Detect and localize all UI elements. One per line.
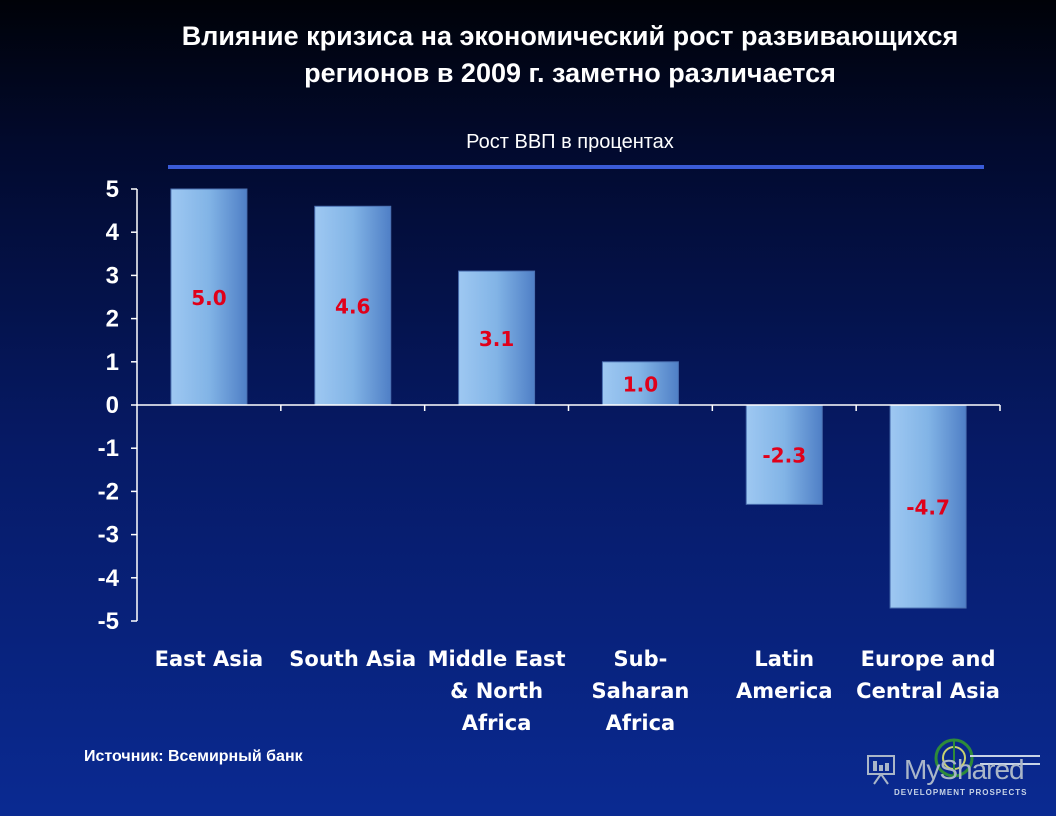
category-label: & North <box>450 679 543 703</box>
data-label: -2.3 <box>762 444 806 468</box>
y-tick-label: -1 <box>98 435 119 462</box>
data-label: 3.1 <box>479 327 514 351</box>
bar <box>458 270 536 406</box>
data-label: -4.7 <box>906 496 950 520</box>
presentation-icon <box>867 738 1040 785</box>
y-tick-label: -3 <box>98 522 119 549</box>
logo-text: MyShared <box>904 754 1025 785</box>
data-label: 5.0 <box>191 286 226 310</box>
y-tick-label: 2 <box>106 306 119 333</box>
category-label: East Asia <box>155 647 264 671</box>
source-note: Источник: Всемирный банк <box>84 748 303 765</box>
bar <box>745 404 823 505</box>
y-tick-label: -2 <box>98 478 119 505</box>
data-label: 1.0 <box>623 372 658 396</box>
category-label: America <box>736 679 833 703</box>
category-label: Africa <box>462 711 532 735</box>
bar <box>314 205 392 406</box>
y-tick-label: -4 <box>98 565 120 592</box>
y-tick-label: 1 <box>106 349 119 376</box>
y-tick-label: 3 <box>106 262 119 289</box>
bar <box>601 361 679 406</box>
title-divider <box>168 165 984 169</box>
category-label: Africa <box>606 711 676 735</box>
category-label: Middle East <box>428 647 566 671</box>
data-label: 4.6 <box>335 295 370 319</box>
chart-subtitle: Рост ВВП в процентах <box>466 131 674 153</box>
category-label: South Asia <box>289 647 416 671</box>
logo-subtitle: DEVELOPMENT PROSPECTS <box>894 788 1028 797</box>
category-label: Sub- <box>614 647 668 671</box>
category-label: Central Asia <box>856 679 1000 703</box>
category-label: Latin <box>754 647 814 671</box>
bar <box>170 188 248 406</box>
bar <box>889 404 967 609</box>
y-tick-label: 0 <box>106 392 119 419</box>
slide-title: Влияние кризиса на экономический рост ра… <box>181 21 959 88</box>
y-tick-label: 4 <box>106 219 120 246</box>
y-tick-label: -5 <box>98 608 119 635</box>
myshared-logo: MyShared DEVELOPMENT PROSPECTS <box>862 734 1042 802</box>
category-label: Europe and <box>861 647 996 671</box>
y-tick-label: 5 <box>106 176 119 203</box>
category-label: Saharan <box>591 679 689 703</box>
